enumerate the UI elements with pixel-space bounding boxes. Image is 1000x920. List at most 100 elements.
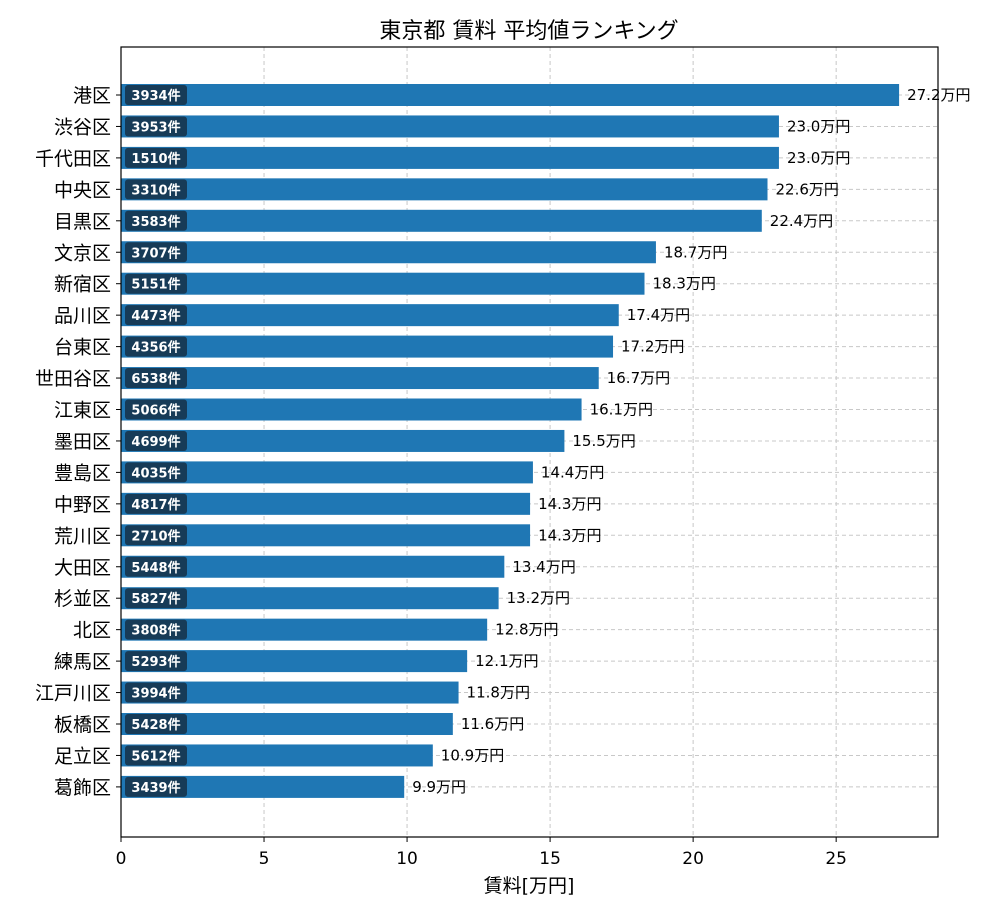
value-label: 18.7万円 (664, 243, 727, 261)
count-label: 5428件 (131, 717, 180, 733)
count-badge (125, 493, 187, 514)
count-label: 5066件 (131, 403, 180, 419)
value-label: 23.0万円 (787, 149, 850, 167)
count-badge (125, 651, 187, 672)
count-badge (125, 556, 187, 577)
x-axis-label: 賃料[万円] (484, 875, 575, 897)
count-badge (125, 745, 187, 766)
x-tick-label: 10 (396, 849, 418, 869)
value-label: 9.9万円 (412, 778, 466, 796)
value-label: 14.3万円 (538, 495, 601, 513)
x-tick-label: 5 (259, 849, 270, 869)
value-label: 16.7万円 (607, 369, 670, 387)
y-tick-label: 豊島区 (54, 462, 111, 484)
count-badge (125, 430, 187, 451)
bar (121, 241, 656, 264)
y-tick-label: 新宿区 (54, 274, 111, 296)
y-axis-tick-labels: 港区渋谷区千代田区中央区目黒区文京区新宿区品川区台東区世田谷区江東区墨田区豊島区… (35, 85, 121, 799)
value-label: 10.9万円 (441, 746, 504, 764)
bar (121, 744, 433, 767)
y-tick-label: 練馬区 (54, 651, 111, 673)
value-label: 17.2万円 (621, 338, 684, 356)
value-label: 11.6万円 (461, 715, 524, 733)
count-badge (125, 116, 187, 137)
value-label: 14.3万円 (538, 526, 601, 544)
count-label: 5612件 (131, 748, 180, 764)
count-label: 3808件 (131, 623, 180, 639)
count-badge (125, 85, 187, 105)
y-tick-label: 渋谷区 (54, 116, 111, 138)
count-label: 4699件 (131, 434, 180, 450)
count-badge (125, 462, 187, 483)
bar (121, 209, 762, 232)
count-badge (125, 147, 187, 168)
count-label: 3994件 (131, 686, 180, 702)
count-label: 3583件 (131, 214, 180, 230)
x-tick-label: 0 (116, 849, 127, 869)
bar (121, 492, 531, 515)
count-label: 5827件 (131, 591, 180, 607)
y-tick-label: 荒川区 (54, 525, 111, 547)
count-badge (125, 210, 187, 231)
y-tick-label: 江戸川区 (35, 683, 111, 705)
count-label: 1510件 (131, 151, 180, 167)
count-label: 2710件 (131, 528, 180, 544)
value-label: 23.0万円 (787, 117, 850, 135)
count-badge (125, 619, 187, 640)
value-label: 22.4万円 (770, 212, 833, 230)
value-label: 12.8万円 (495, 621, 558, 639)
value-label: 17.4万円 (627, 306, 690, 324)
y-tick-label: 北区 (73, 620, 111, 642)
value-label: 16.1万円 (590, 401, 653, 419)
count-badge (125, 776, 187, 797)
bar (121, 335, 614, 358)
y-tick-label: 足立区 (54, 745, 111, 767)
count-badge (125, 525, 187, 546)
bars (121, 84, 900, 798)
count-badge (125, 179, 187, 200)
count-badge (125, 305, 187, 326)
y-tick-label: 台東区 (54, 337, 111, 359)
y-tick-label: 港区 (73, 85, 111, 107)
y-tick-label: 墨田区 (54, 431, 111, 453)
x-tick-label: 25 (825, 849, 847, 869)
y-tick-label: 世田谷区 (35, 368, 111, 390)
bar (121, 587, 499, 610)
count-badge (125, 682, 187, 703)
bar (121, 650, 468, 673)
y-tick-label: 千代田区 (35, 148, 111, 170)
count-label: 3707件 (131, 245, 180, 261)
value-label: 13.2万円 (507, 589, 570, 607)
bar (121, 367, 599, 390)
y-tick-label: 中野区 (54, 494, 111, 516)
bar (121, 618, 488, 641)
value-label: 14.4万円 (541, 463, 604, 481)
bar (121, 429, 565, 452)
bar (121, 461, 533, 484)
count-badge (125, 714, 187, 734)
bar (121, 84, 900, 106)
value-label: 12.1万円 (475, 652, 538, 670)
y-tick-label: 葛飾区 (54, 777, 111, 799)
y-tick-label: 大田区 (54, 557, 111, 579)
count-label: 6538件 (131, 371, 180, 387)
bar (121, 524, 531, 547)
y-tick-label: 文京区 (54, 242, 111, 264)
count-label: 5293件 (131, 654, 180, 670)
count-label: 4817件 (131, 497, 180, 513)
bar (121, 398, 582, 421)
x-axis-tick-labels: 0 5 10 15 20 25 (116, 837, 847, 869)
x-tick-label: 20 (682, 849, 704, 869)
value-label: 15.5万円 (572, 432, 635, 450)
value-label: 11.8万円 (467, 684, 530, 702)
count-badge (125, 336, 187, 357)
count-badge (125, 242, 187, 263)
value-label: 13.4万円 (512, 558, 575, 576)
count-label: 3310件 (131, 182, 180, 198)
chart-title: 東京都 賃料 平均値ランキング (379, 19, 678, 44)
count-label: 4356件 (131, 340, 180, 356)
value-label: 22.6万円 (776, 180, 839, 198)
value-labels: 3934件 27.2万円 3953件 23.0万円 1510件 23.0万円 3310件 22… (125, 85, 971, 797)
